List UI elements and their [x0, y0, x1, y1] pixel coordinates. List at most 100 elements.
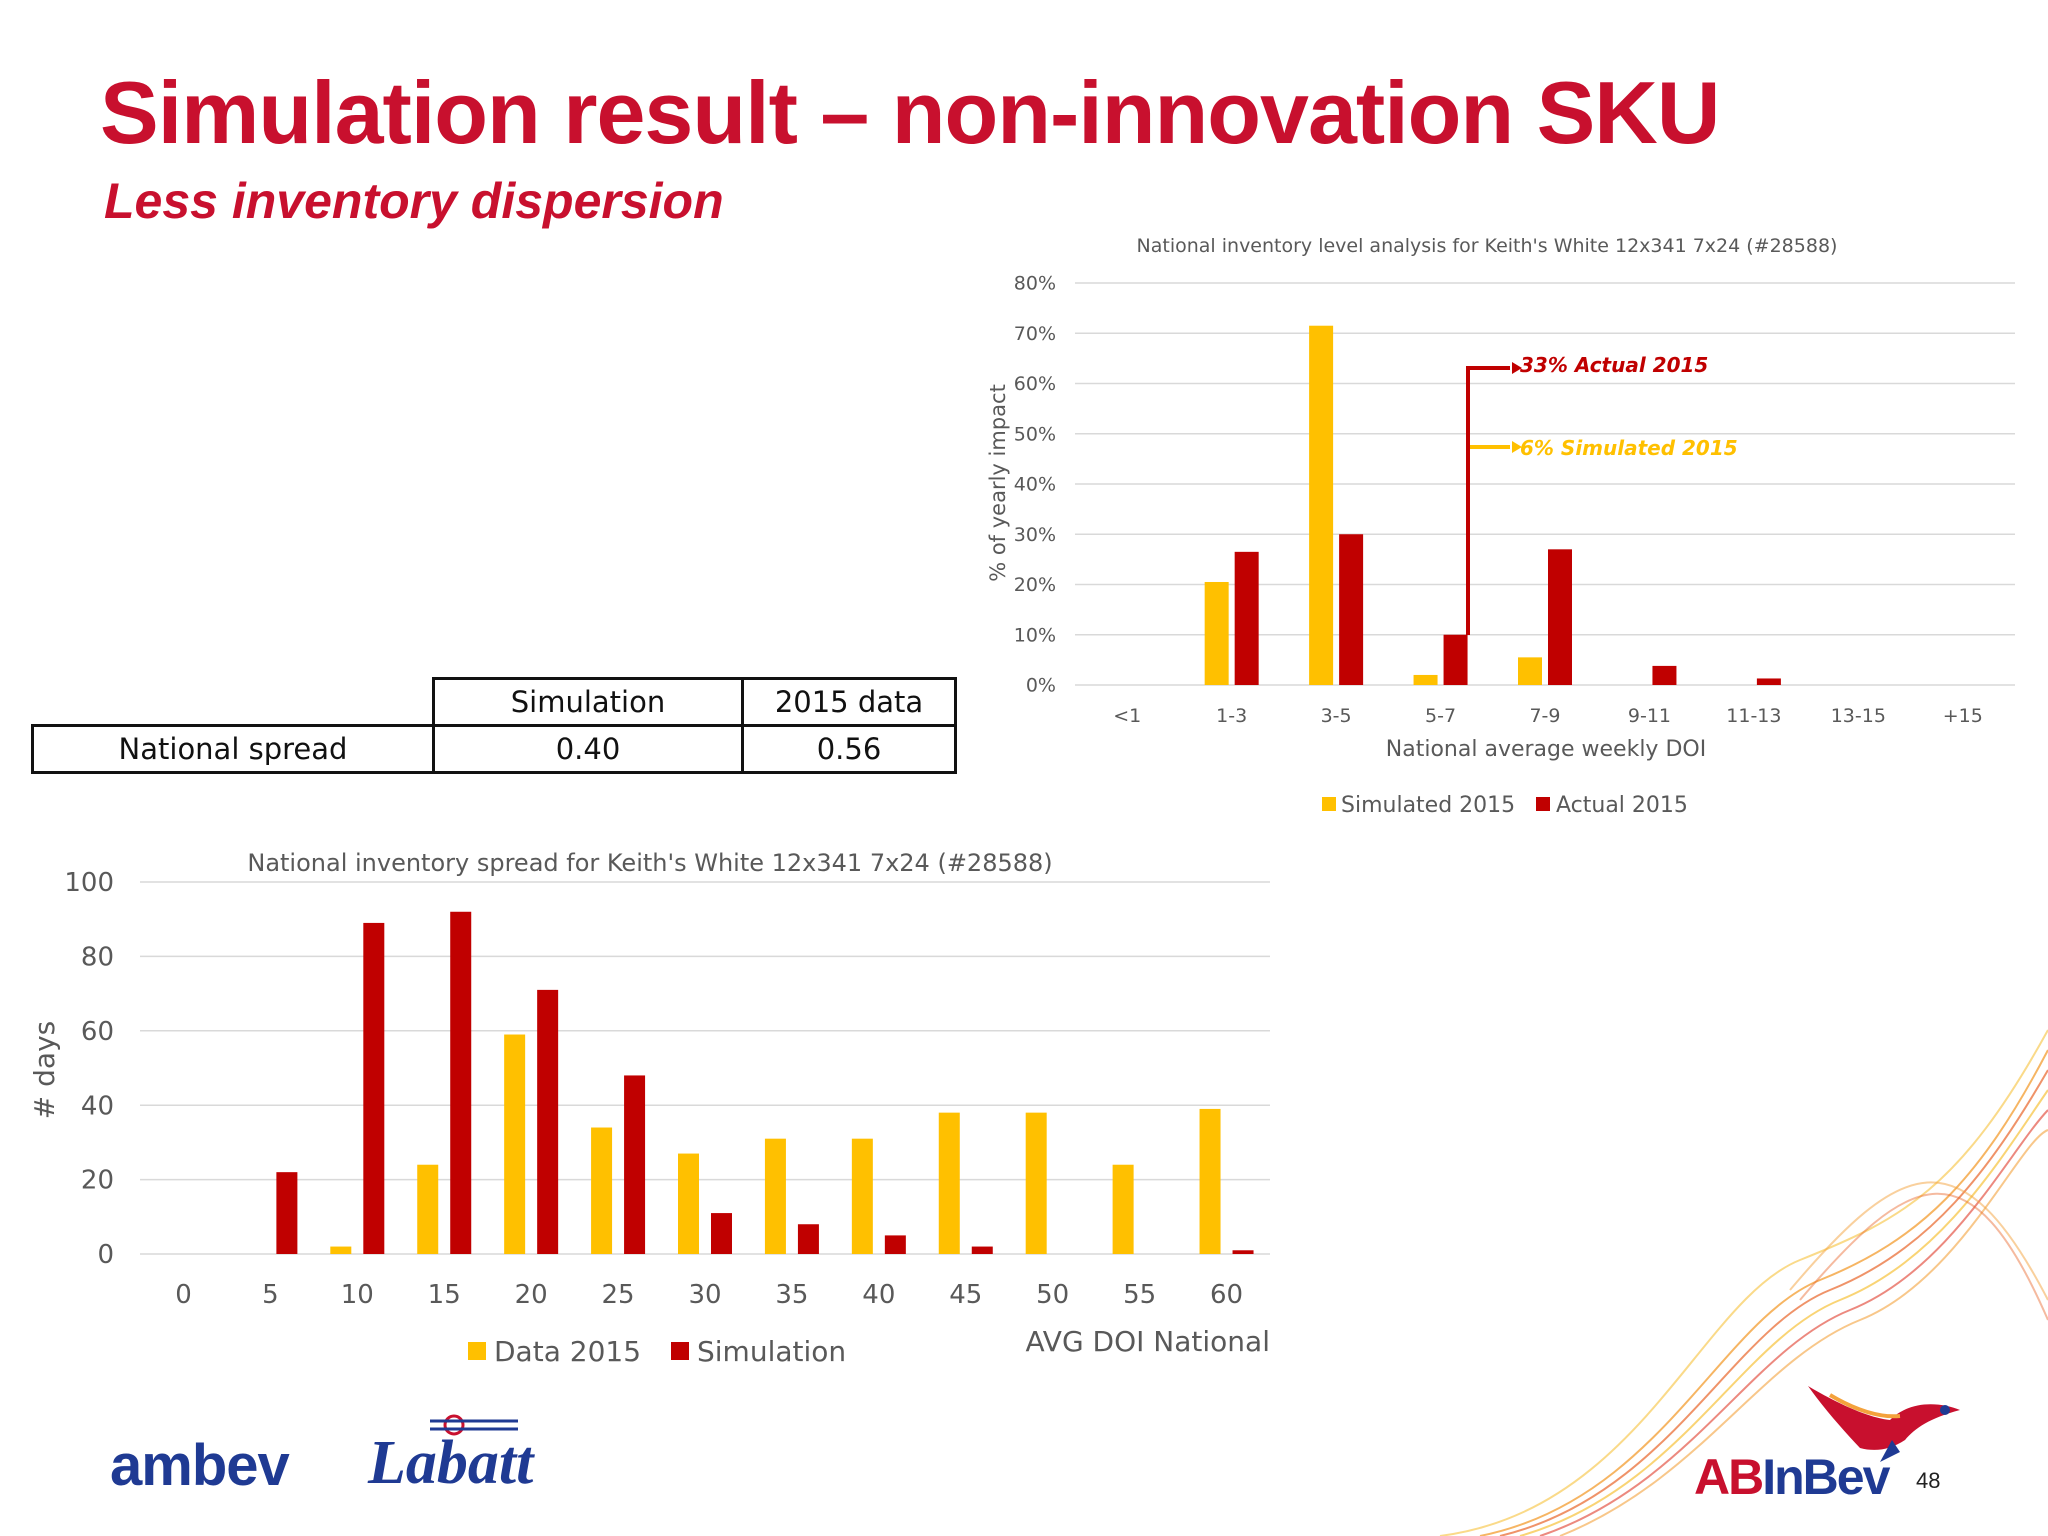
c2-x-tick-label: 50	[1036, 1280, 1069, 1310]
table-cell-simulation: 0.40	[432, 724, 744, 774]
actual-2015-arrow-head	[1512, 362, 1522, 374]
c2-bar-series2	[276, 1172, 298, 1254]
c2-bar-series2	[797, 1224, 819, 1254]
c2-y-tick-label: 100	[64, 868, 114, 898]
chart1-x-axis-label: National average weekly DOI	[1386, 737, 1706, 762]
c2-x-tick-label: 10	[341, 1280, 374, 1310]
c2-y-tick-label: 80	[81, 943, 114, 973]
c1-bar-series1	[1204, 581, 1229, 685]
table-row: National spread 0.40 0.56	[31, 724, 957, 774]
c1-bar-series2	[1234, 551, 1259, 685]
chart2-title: National inventory spread for Keith's Wh…	[247, 849, 1052, 877]
chart2-legend-data-2015: Data 2015	[494, 1335, 641, 1368]
c1-x-tick-label: 13-15	[1831, 705, 1886, 727]
c1-x-tick-label: <1	[1113, 705, 1141, 727]
c1-x-tick-label: 3-5	[1321, 705, 1352, 727]
c2-bar-series2	[363, 922, 385, 1254]
c2-bar-series2	[1232, 1250, 1254, 1254]
c1-x-tick-label: 9-11	[1628, 705, 1671, 727]
chart1-y-axis-label: % of yearly impact	[986, 384, 1010, 582]
c2-bar-series1	[504, 1034, 526, 1254]
c1-bar-series2	[1339, 534, 1364, 685]
c1-x-tick-label: 5-7	[1425, 705, 1456, 727]
c1-y-tick-label: 0%	[1026, 675, 1056, 697]
c1-y-tick-label: 40%	[1014, 474, 1056, 496]
page-number: 48	[1916, 1468, 1941, 1493]
ambev-logo: ambev	[110, 1433, 290, 1498]
c2-bar-series2	[711, 1213, 732, 1254]
chart1-annotation-simulated: 6% Simulated 2015	[1520, 436, 1738, 460]
c2-bar-series1	[1199, 1108, 1221, 1254]
slide-subtitle: Less inventory dispersion	[104, 173, 724, 229]
c1-x-tick-label: 7-9	[1529, 705, 1560, 727]
c2-bar-series2	[884, 1235, 906, 1254]
chart1-x-ticks: <1 1-3 3-5 5-7 7-9 9-11 11-13 13-15 +15	[1113, 705, 1983, 727]
c2-x-tick-label: 30	[688, 1280, 721, 1310]
c2-y-tick-label: 0	[97, 1240, 114, 1270]
c1-bar-series2	[1756, 678, 1781, 685]
c2-y-tick-label: 40	[81, 1091, 114, 1121]
c2-bar-series1	[678, 1153, 699, 1254]
chart1-annotation-arrows	[1466, 362, 1522, 635]
slide-title: Simulation result – non-innovation SKU	[100, 63, 1720, 162]
c1-x-tick-label: +15	[1943, 705, 1983, 727]
c2-bar-series2	[971, 1246, 993, 1254]
actual-2015-arrow-line	[1466, 366, 1510, 635]
table-header-row: Simulation 2015 data	[32, 677, 957, 727]
c2-bar-series1	[1025, 1112, 1047, 1254]
c1-bar-series2	[1443, 634, 1468, 685]
c2-bar-series1	[938, 1112, 960, 1254]
c1-y-tick-label: 30%	[1014, 524, 1056, 546]
table-row-label: National spread	[31, 724, 435, 774]
c2-bar-series1	[330, 1246, 352, 1254]
c1-y-tick-label: 10%	[1014, 624, 1056, 646]
c2-x-tick-label: 15	[428, 1280, 461, 1310]
c2-bar-series1	[591, 1127, 613, 1254]
chart1-grid	[1075, 282, 2015, 686]
c2-y-tick-label: 60	[81, 1017, 114, 1047]
c2-y-tick-label: 20	[81, 1166, 114, 1196]
table-header-2015-data: 2015 data	[741, 677, 957, 727]
chart1-legend-simulated: Simulated 2015	[1341, 793, 1515, 818]
c1-y-tick-label: 50%	[1014, 423, 1056, 445]
c2-x-tick-label: 60	[1210, 1280, 1243, 1310]
chart2-bars	[276, 911, 1254, 1254]
c2-bar-series1	[764, 1138, 786, 1254]
c1-bar-series2	[1548, 549, 1572, 685]
table-cell-2015-data: 0.56	[741, 724, 957, 774]
spread-table: Simulation 2015 data National spread 0.4…	[31, 677, 957, 774]
c2-x-tick-label: 25	[602, 1280, 635, 1310]
c2-x-tick-label: 0	[175, 1280, 192, 1310]
c1-y-tick-label: 60%	[1014, 373, 1056, 395]
chart2-y-ticks: 0 20 40 60 80 100	[64, 868, 114, 1270]
c2-x-tick-label: 55	[1123, 1280, 1156, 1310]
chart1-annotation-actual: 33% Actual 2015	[1520, 353, 1708, 377]
labatt-logo: Labatt	[368, 1429, 534, 1497]
chart1-bars	[1204, 325, 1781, 685]
chart2-x-axis-label: AVG DOI National	[1025, 1325, 1270, 1358]
chart2-legend-simulation: Simulation	[697, 1335, 846, 1368]
c1-y-tick-label: 20%	[1014, 574, 1056, 596]
abinbev-logo: ABInBev	[1694, 1448, 1890, 1506]
c2-x-tick-label: 40	[862, 1280, 895, 1310]
chart2-grid	[140, 881, 1270, 1255]
c2-bar-series1	[417, 1164, 439, 1254]
abinbev-logo-rest: InBev	[1762, 1449, 1890, 1505]
abinbev-logo-prefix: AB	[1694, 1449, 1764, 1505]
c2-bar-series2	[537, 989, 559, 1254]
c2-x-tick-label: 5	[262, 1280, 279, 1310]
simulated-2015-arrow-head	[1512, 441, 1522, 453]
c2-bar-series2	[450, 911, 472, 1254]
c2-bar-series1	[1112, 1164, 1134, 1254]
chart1-legend-swatch-simulated	[1322, 797, 1336, 811]
c1-x-tick-label: 11-13	[1726, 705, 1781, 727]
chart2-x-ticks: 0 5 10 15 20 25 30 35 40 45 50 55 60	[175, 1280, 1243, 1310]
c2-x-tick-label: 35	[775, 1280, 808, 1310]
c2-bar-series1	[851, 1138, 873, 1254]
chart1-y-ticks: 0% 10% 20% 30% 40% 50% 60% 70% 80%	[1014, 273, 1056, 697]
